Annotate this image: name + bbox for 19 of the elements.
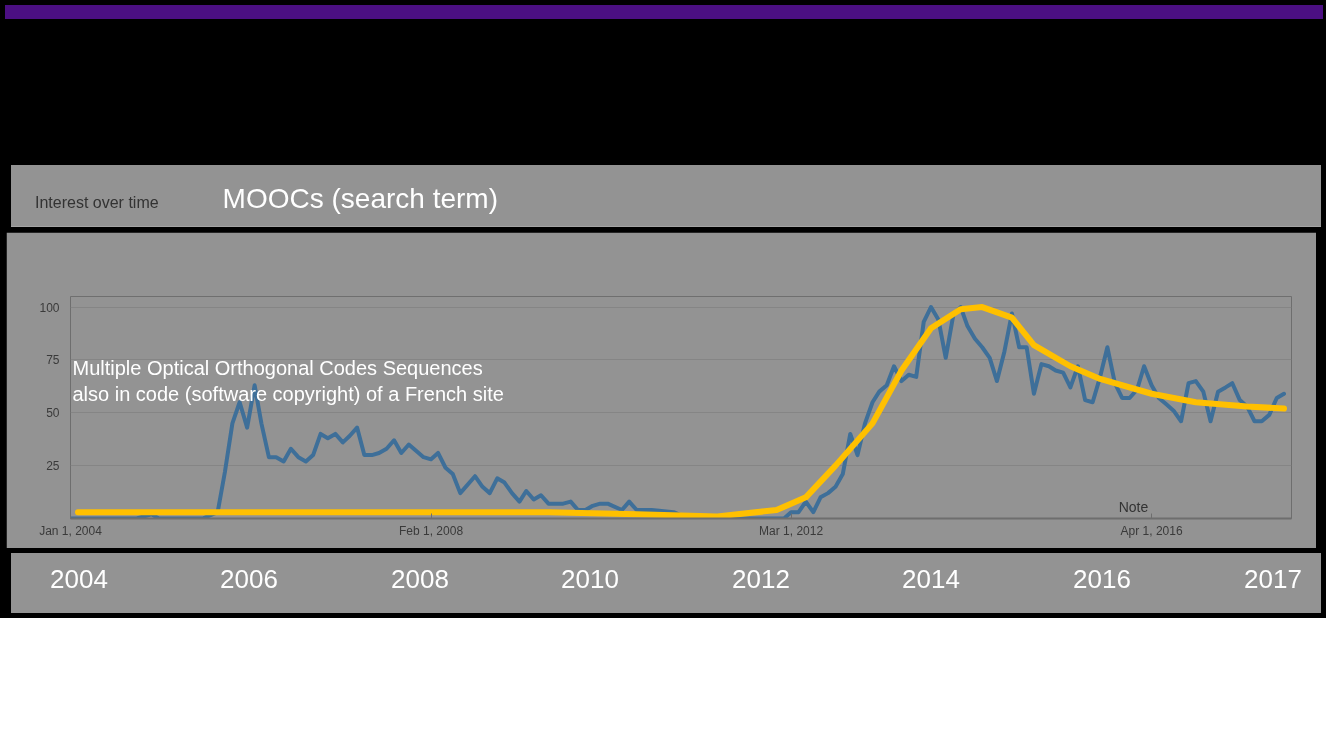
annotation: Note	[1118, 498, 1149, 515]
text: 2014	[902, 563, 960, 596]
text: 2004	[50, 563, 108, 596]
text: 2012	[732, 563, 790, 596]
y-tick-label: 25	[46, 459, 60, 474]
y-tick-label: 50	[46, 406, 60, 421]
text: 2008	[391, 563, 449, 596]
x-tick-label: Jan 1, 2004	[39, 523, 103, 538]
x-tick-label: Apr 1, 2016	[1120, 523, 1183, 538]
text: 2006	[220, 563, 278, 596]
text: 2016	[1073, 563, 1131, 596]
x-tick-label: Mar 1, 2012	[759, 523, 824, 538]
text: 2010	[561, 563, 619, 596]
text: 2017	[1244, 563, 1302, 596]
chart-title: Interest over time	[35, 194, 159, 211]
chart-subtitle: MOOCs (search term)	[222, 183, 498, 214]
y-tick-label: 75	[46, 353, 60, 368]
x-tick-label: Feb 1, 2008	[399, 523, 464, 538]
y-tick-label: 100	[39, 300, 60, 315]
